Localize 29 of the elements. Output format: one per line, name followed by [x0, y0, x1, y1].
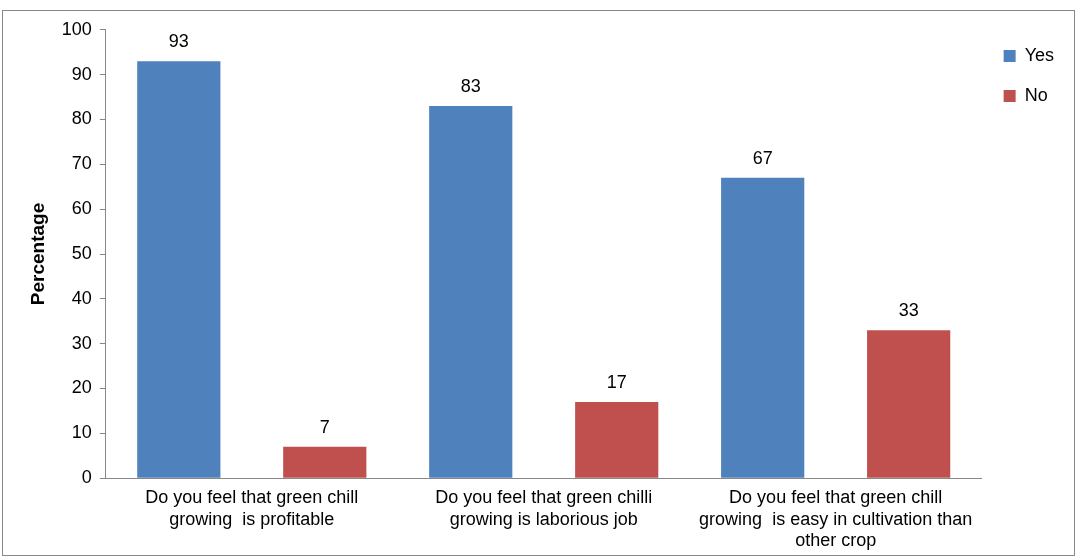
y-tick-label: 30 [71, 332, 92, 353]
data-label: 17 [606, 371, 627, 392]
data-label: 7 [319, 416, 330, 437]
y-tick-label: 100 [61, 18, 92, 39]
y-tick-label: 60 [71, 198, 92, 219]
bar [137, 61, 221, 478]
y-tick-label: 10 [71, 422, 92, 443]
x-tick-label: Do you feel that green chilli growing is laborious job [435, 486, 653, 529]
bar [429, 106, 513, 478]
bar [867, 330, 951, 478]
y-axis-title: Percentage [26, 202, 48, 306]
y-tick-label: 50 [71, 242, 92, 263]
legend-label: Yes [1024, 44, 1055, 65]
bar [283, 446, 367, 478]
legend-label: No [1024, 84, 1048, 105]
y-tick-label: 40 [71, 287, 92, 308]
bar [721, 177, 805, 478]
data-label: 33 [898, 300, 919, 321]
data-label: 67 [752, 147, 773, 168]
y-tick-label: 70 [71, 153, 92, 174]
y-tick-label: 20 [71, 377, 92, 398]
x-tick-label: Do you feel that green chill growing is profitable [145, 486, 359, 529]
x-tick-label: Do you feel that green chill growing is easy in cultivation than other crop [699, 486, 973, 551]
data-label: 93 [168, 31, 189, 52]
data-label: 83 [460, 76, 481, 96]
y-tick-label: 80 [71, 108, 92, 129]
y-tick-label: 90 [71, 63, 92, 84]
y-tick-label: 0 [81, 467, 92, 488]
bar [575, 401, 659, 478]
